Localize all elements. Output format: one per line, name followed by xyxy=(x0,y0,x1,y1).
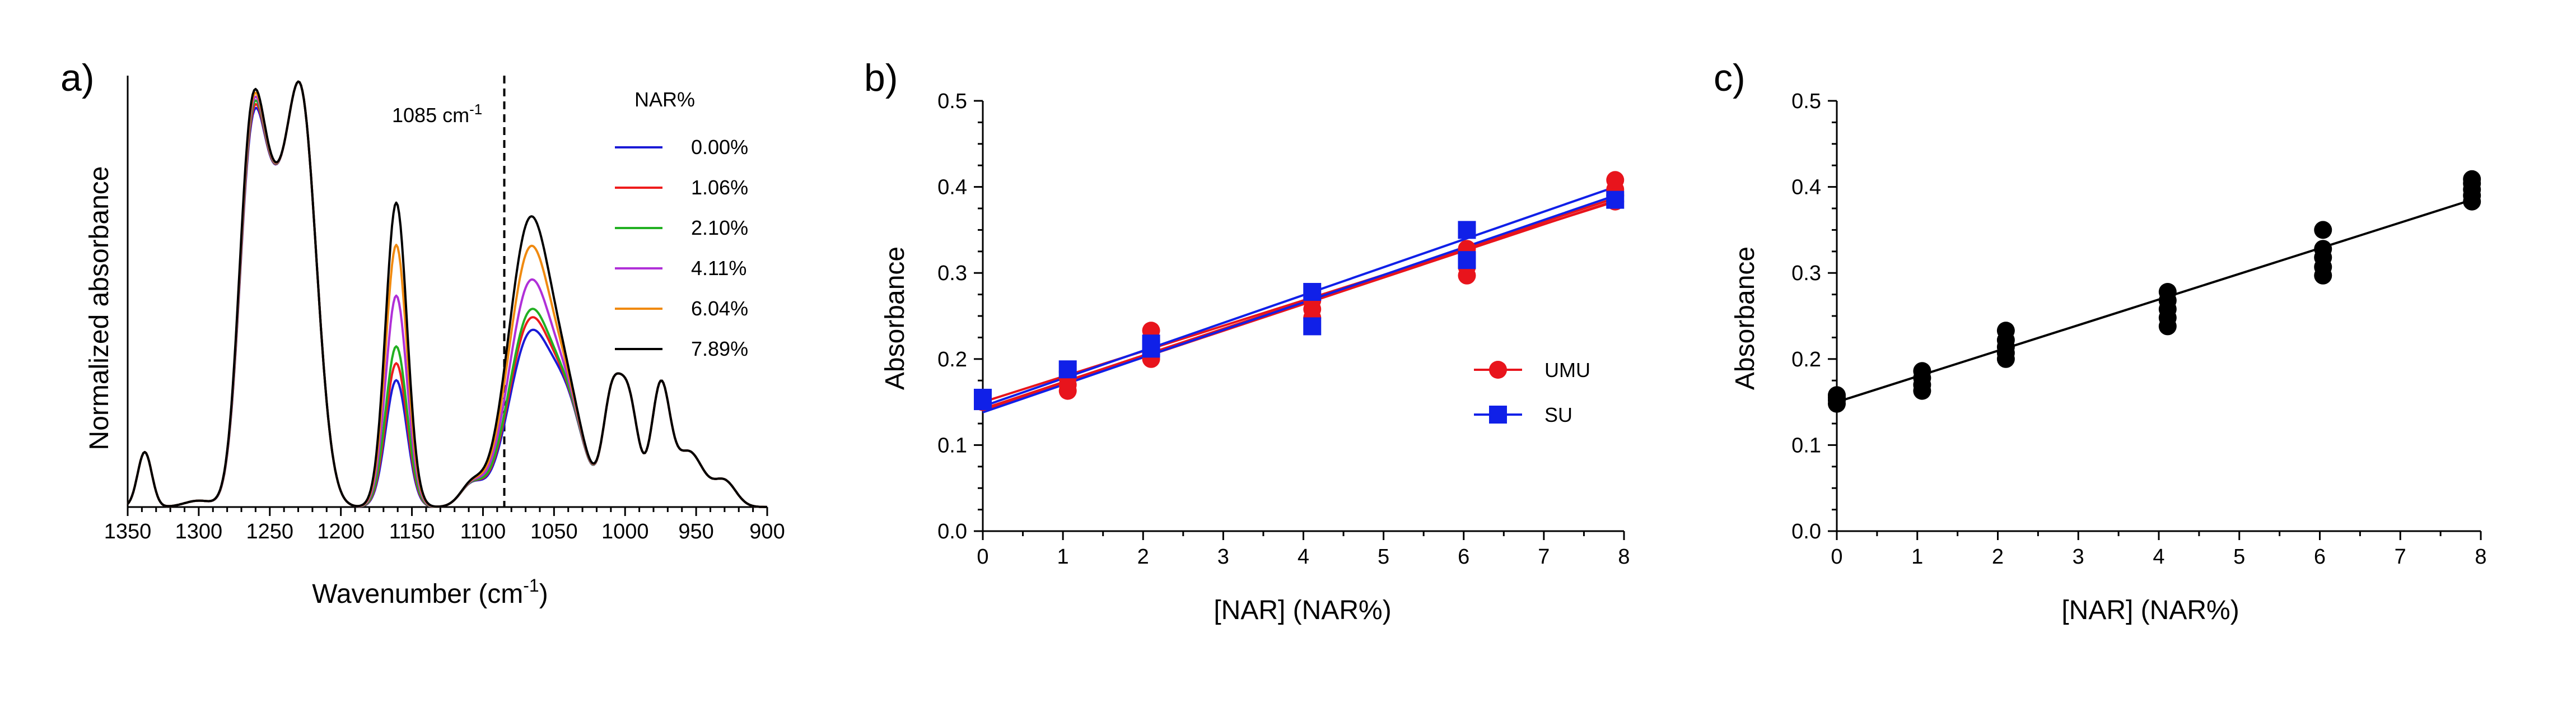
point-combined xyxy=(2314,240,2332,258)
legend-label-0.00%: 0.00% xyxy=(691,136,748,159)
point-SU xyxy=(1142,334,1160,353)
panel-a-xlabel: Wavenumber (cm-1) xyxy=(312,575,548,609)
panel-b-y-tick-label: 0.1 xyxy=(937,434,967,457)
panel-c-y-tick-label: 0.1 xyxy=(1791,434,1821,457)
spectrum-4.11% xyxy=(127,80,768,508)
panel-a-x-tick-label: 1250 xyxy=(246,520,294,543)
legend-marker-SU xyxy=(1489,406,1507,424)
panel-c-y-tick-label: 0.4 xyxy=(1791,176,1821,199)
legend-label-4.11%: 4.11% xyxy=(691,257,746,280)
legend-label-2.10%: 2.10% xyxy=(691,216,748,239)
panel-c-x-tick-label: 3 xyxy=(2073,545,2084,569)
legend-label-1.06%: 1.06% xyxy=(691,176,748,199)
panel-b-x-tick-label: 4 xyxy=(1298,545,1309,569)
panel-c-x-tick-label: 0 xyxy=(1831,545,1842,569)
panel-b-x-tick-label: 2 xyxy=(1137,545,1149,569)
point-SU xyxy=(1303,317,1322,336)
panel-b-x-tick-label: 5 xyxy=(1378,545,1389,569)
panel-a-x-tick-label: 1050 xyxy=(530,520,578,543)
point-UMU xyxy=(1606,171,1625,189)
panel-c-y-tick-label: 0.3 xyxy=(1791,262,1821,285)
panel-c-y-tick-label: 0.5 xyxy=(1791,90,1821,113)
panel-c-y-tick-label: 0.0 xyxy=(1791,520,1821,543)
legend-title: NAR% xyxy=(634,88,695,111)
panel-b-x-tick-label: 1 xyxy=(1057,545,1069,569)
panel-b-y-tick-label: 0.2 xyxy=(937,348,967,371)
panel-c-x-tick-label: 5 xyxy=(2233,545,2245,569)
spectrum-0.00% xyxy=(127,80,768,508)
point-combined xyxy=(2314,221,2332,239)
legend-label-SU: SU xyxy=(1544,403,1572,426)
panel-c-x-tick-label: 2 xyxy=(1992,545,2004,569)
panel-a-label: a) xyxy=(60,57,94,99)
panel-c-ylabel: Absorbance xyxy=(1730,247,1760,390)
panel-c-x-tick-label: 1 xyxy=(1911,545,1923,569)
panel-b-y-tick-label: 0.4 xyxy=(937,176,967,199)
point-SU xyxy=(1458,221,1476,239)
point-SU xyxy=(1458,251,1476,269)
legend-label-7.89%: 7.89% xyxy=(691,337,748,360)
panel-b-y-tick-label: 0.3 xyxy=(937,262,967,285)
fit-line-SU xyxy=(982,185,1616,408)
fit-line-combined xyxy=(1836,198,2472,403)
spectrum-7.89% xyxy=(127,80,768,508)
panel-b-ylabel: Absorbance xyxy=(880,247,910,390)
panel-a-annotation: 1085 cm-1 xyxy=(392,101,482,127)
point-SU xyxy=(1303,282,1322,301)
panel-a-x-tick-label: 1300 xyxy=(175,520,223,543)
panel-a-x-tick-label: 1200 xyxy=(317,520,365,543)
point-SU xyxy=(1606,190,1625,209)
point-combined xyxy=(1913,362,1931,380)
panel-a-x-tick-label: 1100 xyxy=(460,520,506,543)
panel-c-x-tick-label: 7 xyxy=(2395,545,2406,569)
panel-b-label: b) xyxy=(864,57,898,99)
panel-c-x-tick-label: 4 xyxy=(2153,545,2164,569)
point-combined xyxy=(2463,170,2481,188)
panel-c-x-tick-label: 6 xyxy=(2314,545,2326,569)
panel-a-x-tick-label: 1000 xyxy=(601,520,649,543)
panel-a-x-tick-label: 950 xyxy=(678,520,713,543)
panel-a-x-tick-label: 900 xyxy=(749,520,785,543)
spectrum-6.04% xyxy=(127,80,768,508)
panel-b: b) Absorbance [NAR] (NAR%) 0 1 2 3 4 5 6 7 8 0.0 0… xyxy=(864,57,1630,625)
point-SU xyxy=(1058,360,1077,379)
panel-b-x-tick-label: 3 xyxy=(1217,545,1229,569)
spectrum-1.06% xyxy=(127,80,768,508)
spectrum-2.10% xyxy=(127,80,768,508)
panel-b-x-tick-label: 8 xyxy=(1618,545,1630,569)
panel-c-y-tick-label: 0.2 xyxy=(1791,348,1821,371)
legend-marker-UMU xyxy=(1489,361,1507,379)
fit-line-SU xyxy=(982,194,1616,413)
panel-a: a) Normalized absorbance Wavenumber (cm-… xyxy=(60,57,785,609)
legend-label-6.04%: 6.04% xyxy=(691,297,748,320)
point-combined xyxy=(1996,322,2015,340)
panel-c-xlabel: [NAR] (NAR%) xyxy=(2061,596,2239,625)
panel-b-y-tick-label: 0.5 xyxy=(937,90,967,113)
panel-b-xlabel: [NAR] (NAR%) xyxy=(1214,596,1391,625)
panel-c: c) Absorbance [NAR] (NAR%) 0 1 2 3 4 5 6 7 8 0.0 0… xyxy=(1714,57,2487,625)
point-SU xyxy=(974,388,992,407)
panel-b-x-tick-label: 7 xyxy=(1538,545,1550,569)
panel-c-label: c) xyxy=(1714,57,1746,99)
point-combined xyxy=(1828,386,1846,405)
point-combined xyxy=(2158,282,2177,301)
panel-b-y-tick-label: 0.0 xyxy=(937,520,967,543)
legend-label-UMU: UMU xyxy=(1544,359,1590,382)
panel-a-x-tick-label: 1150 xyxy=(389,520,435,543)
panel-c-x-tick-label: 8 xyxy=(2475,545,2486,569)
panel-b-x-tick-label: 0 xyxy=(977,545,988,569)
panel-b-x-tick-label: 6 xyxy=(1458,545,1469,569)
panel-a-ylabel: Normalized absorbance xyxy=(85,166,114,450)
panel-a-x-tick-label: 1350 xyxy=(104,520,152,543)
